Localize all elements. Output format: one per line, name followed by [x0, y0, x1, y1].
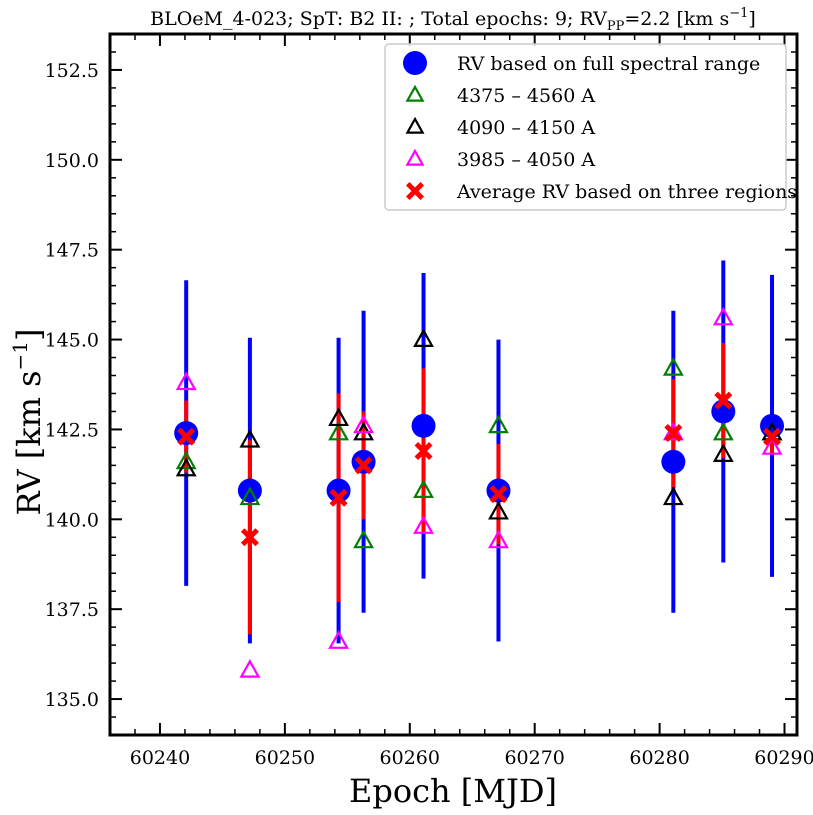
average-point: [329, 488, 348, 507]
magenta-triangle-point: [353, 414, 374, 434]
legend-box: [384, 43, 787, 211]
average-point: [414, 442, 433, 461]
y-tick-label: 140.0: [45, 509, 99, 531]
legend-label: RV based on full spectral range: [457, 53, 760, 75]
y-axis-title-close: ]: [10, 328, 48, 340]
average-point: [177, 427, 196, 446]
legend: RV based on full spectral range 4375 – 45…: [384, 43, 797, 211]
x-tick-label: 60260: [380, 747, 440, 769]
title-rest: =2.2 [km s: [624, 8, 729, 30]
black-triangle-point: [328, 407, 350, 427]
plot-frame: [108, 32, 799, 737]
x-tick-label: 60250: [255, 747, 315, 769]
legend-x-marker: [406, 182, 424, 200]
magenta-triangle-point: [239, 659, 261, 678]
magenta-triangle-point: [761, 436, 783, 455]
average-point: [240, 528, 259, 547]
legend-label: 4375 – 4560 A: [457, 85, 595, 107]
green-triangle-point: [662, 357, 684, 376]
black-triangle-point: [239, 428, 261, 448]
magenta-triangle-point: [175, 371, 197, 391]
full-range-point: [351, 449, 376, 474]
y-tick-label: 135.0: [45, 689, 99, 711]
y-tick-label: 137.5: [45, 599, 99, 621]
title-superscript: −1: [729, 6, 748, 21]
x-tick-label: 60280: [629, 747, 689, 769]
y-tick-label: 150.0: [45, 150, 99, 172]
green-triangle-point: [239, 486, 261, 506]
full-range-point: [174, 421, 199, 446]
y-axis-title-superscript: −1: [8, 341, 32, 370]
x-tick-label: 60290: [754, 747, 813, 769]
legend-label: Average RV based on three regions: [456, 181, 797, 203]
magenta-triangle-point: [413, 515, 434, 534]
black-triangle-point: [488, 500, 509, 520]
average-point: [664, 424, 683, 443]
magenta-triangle-point: [488, 529, 509, 549]
average-point: [763, 427, 782, 446]
green-triangle-point: [488, 414, 509, 434]
full-range-point: [411, 413, 436, 438]
chart-title: BLOeM_4-023; SpT: B2 II: ; Total epochs:…: [150, 6, 756, 34]
legend-triangle-marker: [405, 148, 425, 166]
green-triangle-point: [712, 421, 734, 441]
x-tick-label: 60270: [504, 747, 564, 769]
y-tick-label: 145.0: [45, 330, 99, 352]
x-axis-title: Epoch [MJD]: [349, 772, 557, 810]
legend-label: 3985 – 4050 A: [457, 149, 595, 171]
black-triangle-point: [175, 457, 197, 477]
green-triangle-point: [353, 529, 374, 549]
black-triangle-point: [662, 486, 684, 506]
title-subscript: PP: [607, 19, 625, 34]
average-point: [354, 456, 373, 475]
legend-triangle-marker: [405, 116, 425, 134]
average-point: [489, 485, 508, 504]
legend-circle-marker: [403, 51, 427, 75]
y-tick-label: 152.5: [45, 60, 99, 82]
y-tick-label: 142.5: [45, 419, 99, 441]
legend-triangle-marker: [405, 84, 425, 102]
magenta-triangle-point: [328, 630, 350, 649]
full-range-point: [486, 478, 511, 503]
green-triangle-point: [328, 421, 350, 441]
title-main: BLOeM_4-023; SpT: B2 II: ; Total epochs:…: [150, 8, 607, 30]
black-triangle-point: [712, 443, 734, 462]
y-axis-title: RV [km s−1]: [8, 328, 48, 515]
x-tick-label: 60240: [130, 747, 190, 769]
full-range-point: [661, 449, 686, 474]
full-range-point: [326, 478, 351, 503]
green-triangle-point: [413, 479, 434, 498]
magenta-triangle-point: [712, 306, 734, 326]
black-triangle-point: [413, 328, 434, 347]
green-triangle-point: [175, 450, 197, 470]
y-axis-title-main: RV [km s: [10, 370, 48, 515]
data-layer: [174, 260, 785, 678]
y-tick-label: 147.5: [45, 240, 99, 262]
tick-layer: 60240 60250 60260 60270 60280 60290 135.0 137.5…: [45, 33, 813, 769]
title-close: ]: [748, 8, 755, 30]
average-point: [714, 391, 733, 410]
legend-label: 4090 – 4150 A: [457, 117, 595, 139]
